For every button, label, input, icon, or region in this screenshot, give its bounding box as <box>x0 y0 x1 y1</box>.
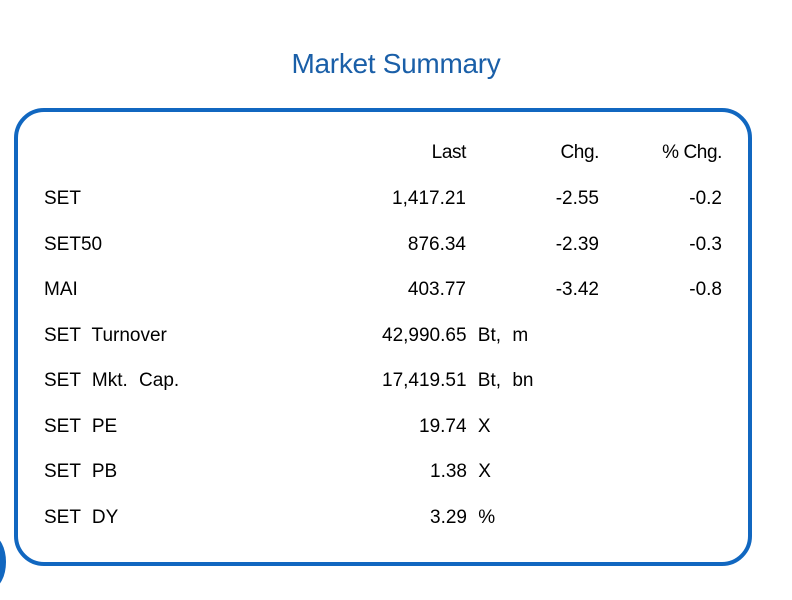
column-header-last: Last <box>431 142 467 163</box>
stat-value: 1.38 X <box>430 461 491 482</box>
row-pct-chg: -0.8 <box>689 279 722 300</box>
row-chg: -2.55 <box>555 188 599 209</box>
row-last: 1,417.21 <box>392 188 466 209</box>
row-pct-chg: -0.3 <box>689 234 722 255</box>
column-header-pct-chg: % Chg. <box>662 142 722 163</box>
row-last: 403.77 <box>407 279 466 300</box>
stat-row: SET PB 1.38 X <box>0 459 792 485</box>
table-header: Last Chg. % Chg. <box>0 140 792 166</box>
table-row: SET50 876.34 -2.39 -0.3 <box>0 232 792 258</box>
stat-label: SET Turnover <box>44 325 167 346</box>
row-chg: -3.42 <box>555 279 599 300</box>
stat-label: SET Mkt. Cap. <box>44 370 180 391</box>
row-label: SET <box>44 188 81 209</box>
stat-label: SET PB <box>44 461 118 482</box>
row-label: SET50 <box>44 234 103 255</box>
row-chg: -2.39 <box>555 234 599 255</box>
summary-panel <box>14 108 752 566</box>
row-last: 876.34 <box>407 234 466 255</box>
stat-value: 19.74 X <box>419 416 491 437</box>
stat-value: 42,990.65 Bt, m <box>382 325 529 346</box>
column-header-chg: Chg. <box>560 142 599 163</box>
table-row: MAI 403.77 -3.42 -0.8 <box>0 277 792 303</box>
stat-value: 17,419.51 Bt, bn <box>382 370 534 391</box>
stat-row: SET Mkt. Cap. 17,419.51 Bt, bn <box>0 368 792 394</box>
stat-label: SET DY <box>44 507 119 528</box>
table-row: SET 1,417.21 -2.55 -0.2 <box>0 186 792 212</box>
stat-row: SET PE 19.74 X <box>0 414 792 440</box>
page-title: Market Summary <box>291 48 501 79</box>
row-label: MAI <box>44 279 78 300</box>
decorative-circle <box>0 536 6 588</box>
stat-row: SET DY 3.29 % <box>0 505 792 531</box>
stat-label: SET PE <box>44 416 118 437</box>
stat-value: 3.29 % <box>430 507 496 528</box>
row-pct-chg: -0.2 <box>689 188 722 209</box>
stat-row: SET Turnover 42,990.65 Bt, m <box>0 323 792 349</box>
